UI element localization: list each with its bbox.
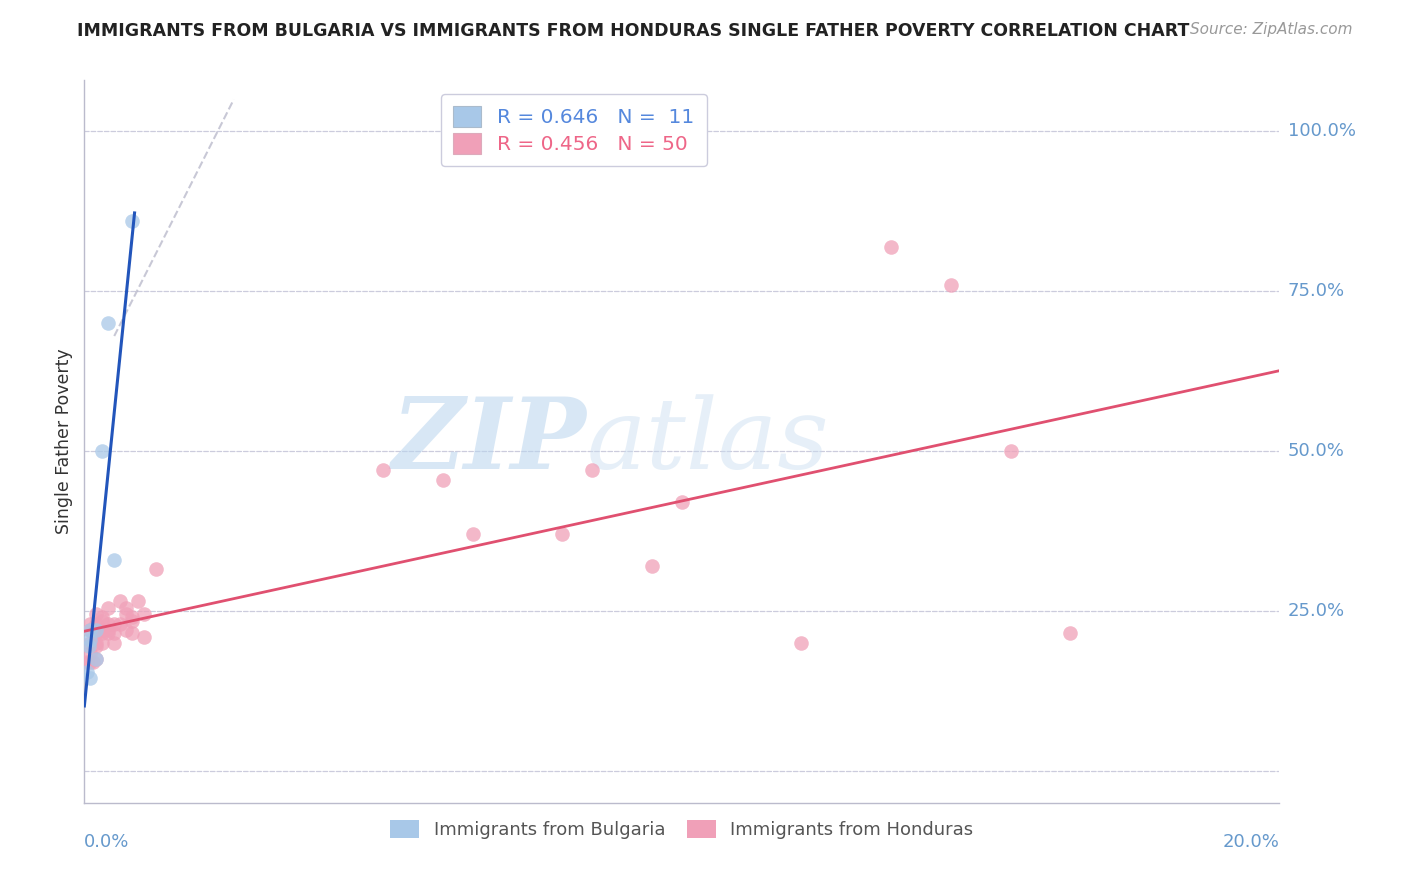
Point <box>97 316 120 330</box>
Point <box>79 671 101 685</box>
Point <box>132 607 156 622</box>
Text: atlas: atlas <box>586 394 830 489</box>
Point <box>121 626 143 640</box>
Point <box>790 636 813 650</box>
Point <box>86 623 108 637</box>
Point <box>91 444 114 458</box>
Text: ZIP: ZIP <box>391 393 586 490</box>
Point <box>97 626 120 640</box>
Point <box>86 616 108 631</box>
Point <box>1059 626 1081 640</box>
Point <box>97 623 120 637</box>
Point <box>581 463 603 477</box>
Point <box>671 495 693 509</box>
Point <box>132 630 156 644</box>
Text: 0.0%: 0.0% <box>84 833 129 851</box>
Point <box>79 623 101 637</box>
Point <box>76 665 98 679</box>
Point <box>121 610 143 624</box>
Point <box>86 652 108 666</box>
Point <box>127 594 149 608</box>
Point <box>1000 444 1022 458</box>
Point <box>121 214 143 228</box>
Point <box>86 636 108 650</box>
Point <box>91 636 114 650</box>
Point <box>91 626 114 640</box>
Point <box>86 607 108 622</box>
Point <box>97 600 120 615</box>
Text: 20.0%: 20.0% <box>1223 833 1279 851</box>
Point <box>79 655 101 669</box>
Point <box>939 277 962 292</box>
Point <box>91 614 114 628</box>
Point <box>103 636 125 650</box>
Point <box>110 616 132 631</box>
Point <box>115 623 138 637</box>
Point <box>86 639 108 653</box>
Point <box>77 639 100 653</box>
Point <box>79 636 101 650</box>
Text: 75.0%: 75.0% <box>1288 282 1346 301</box>
Point <box>76 655 98 669</box>
Point <box>86 623 108 637</box>
Point <box>86 626 108 640</box>
Point <box>79 632 101 647</box>
Point <box>461 527 484 541</box>
Text: 25.0%: 25.0% <box>1288 602 1346 620</box>
Point <box>86 652 108 666</box>
Point <box>110 594 132 608</box>
Point <box>121 614 143 628</box>
Point <box>115 600 138 615</box>
Text: 100.0%: 100.0% <box>1288 122 1355 140</box>
Point <box>880 239 903 253</box>
Point <box>79 623 101 637</box>
Y-axis label: Single Father Poverty: Single Father Poverty <box>55 349 73 534</box>
Point <box>79 646 101 660</box>
Point <box>103 626 125 640</box>
Point <box>79 616 101 631</box>
Text: IMMIGRANTS FROM BULGARIA VS IMMIGRANTS FROM HONDURAS SINGLE FATHER POVERTY CORRE: IMMIGRANTS FROM BULGARIA VS IMMIGRANTS F… <box>77 22 1189 40</box>
Point <box>91 623 114 637</box>
Point <box>432 473 454 487</box>
Text: Source: ZipAtlas.com: Source: ZipAtlas.com <box>1189 22 1353 37</box>
Point <box>97 616 120 631</box>
Point <box>82 655 104 669</box>
Point <box>145 562 167 576</box>
Point <box>551 527 574 541</box>
Legend: Immigrants from Bulgaria, Immigrants from Honduras: Immigrants from Bulgaria, Immigrants fro… <box>381 811 983 848</box>
Point <box>373 463 395 477</box>
Point <box>91 610 114 624</box>
Point <box>641 559 664 574</box>
Text: 50.0%: 50.0% <box>1288 442 1344 460</box>
Point <box>115 607 138 622</box>
Point <box>103 553 125 567</box>
Point <box>103 616 125 631</box>
